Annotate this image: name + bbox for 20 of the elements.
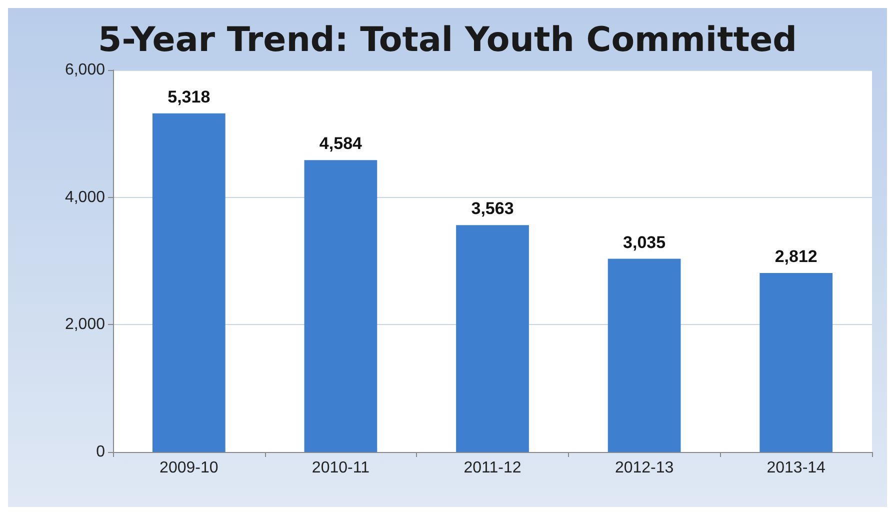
- y-tick-label: 4,000: [64, 188, 106, 206]
- bar: [152, 113, 226, 452]
- x-tick-label: 2013-14: [766, 460, 826, 476]
- y-tick-label: 0: [96, 444, 106, 460]
- data-label: 2,812: [774, 246, 818, 266]
- x-tick-label: 2009-10: [160, 460, 218, 476]
- bar: [760, 272, 833, 452]
- data-label: 3,035: [623, 232, 666, 252]
- x-tick-label: 2012-13: [614, 460, 674, 476]
- bar: [608, 258, 681, 452]
- data-label: 5,318: [168, 87, 210, 106]
- x-tick-label: 2011-12: [464, 460, 522, 476]
- bar: [456, 225, 529, 452]
- data-label: 4,584: [319, 134, 363, 154]
- data-label: 3,563: [471, 199, 514, 218]
- y-tick-label: 2,000: [64, 316, 106, 334]
- x-tick-label: 2010-11: [312, 460, 370, 476]
- y-tick-label: 6,000: [64, 62, 106, 78]
- bar: [304, 160, 378, 452]
- chart-title: 5-Year Trend: Total Youth Committed: [98, 20, 797, 60]
